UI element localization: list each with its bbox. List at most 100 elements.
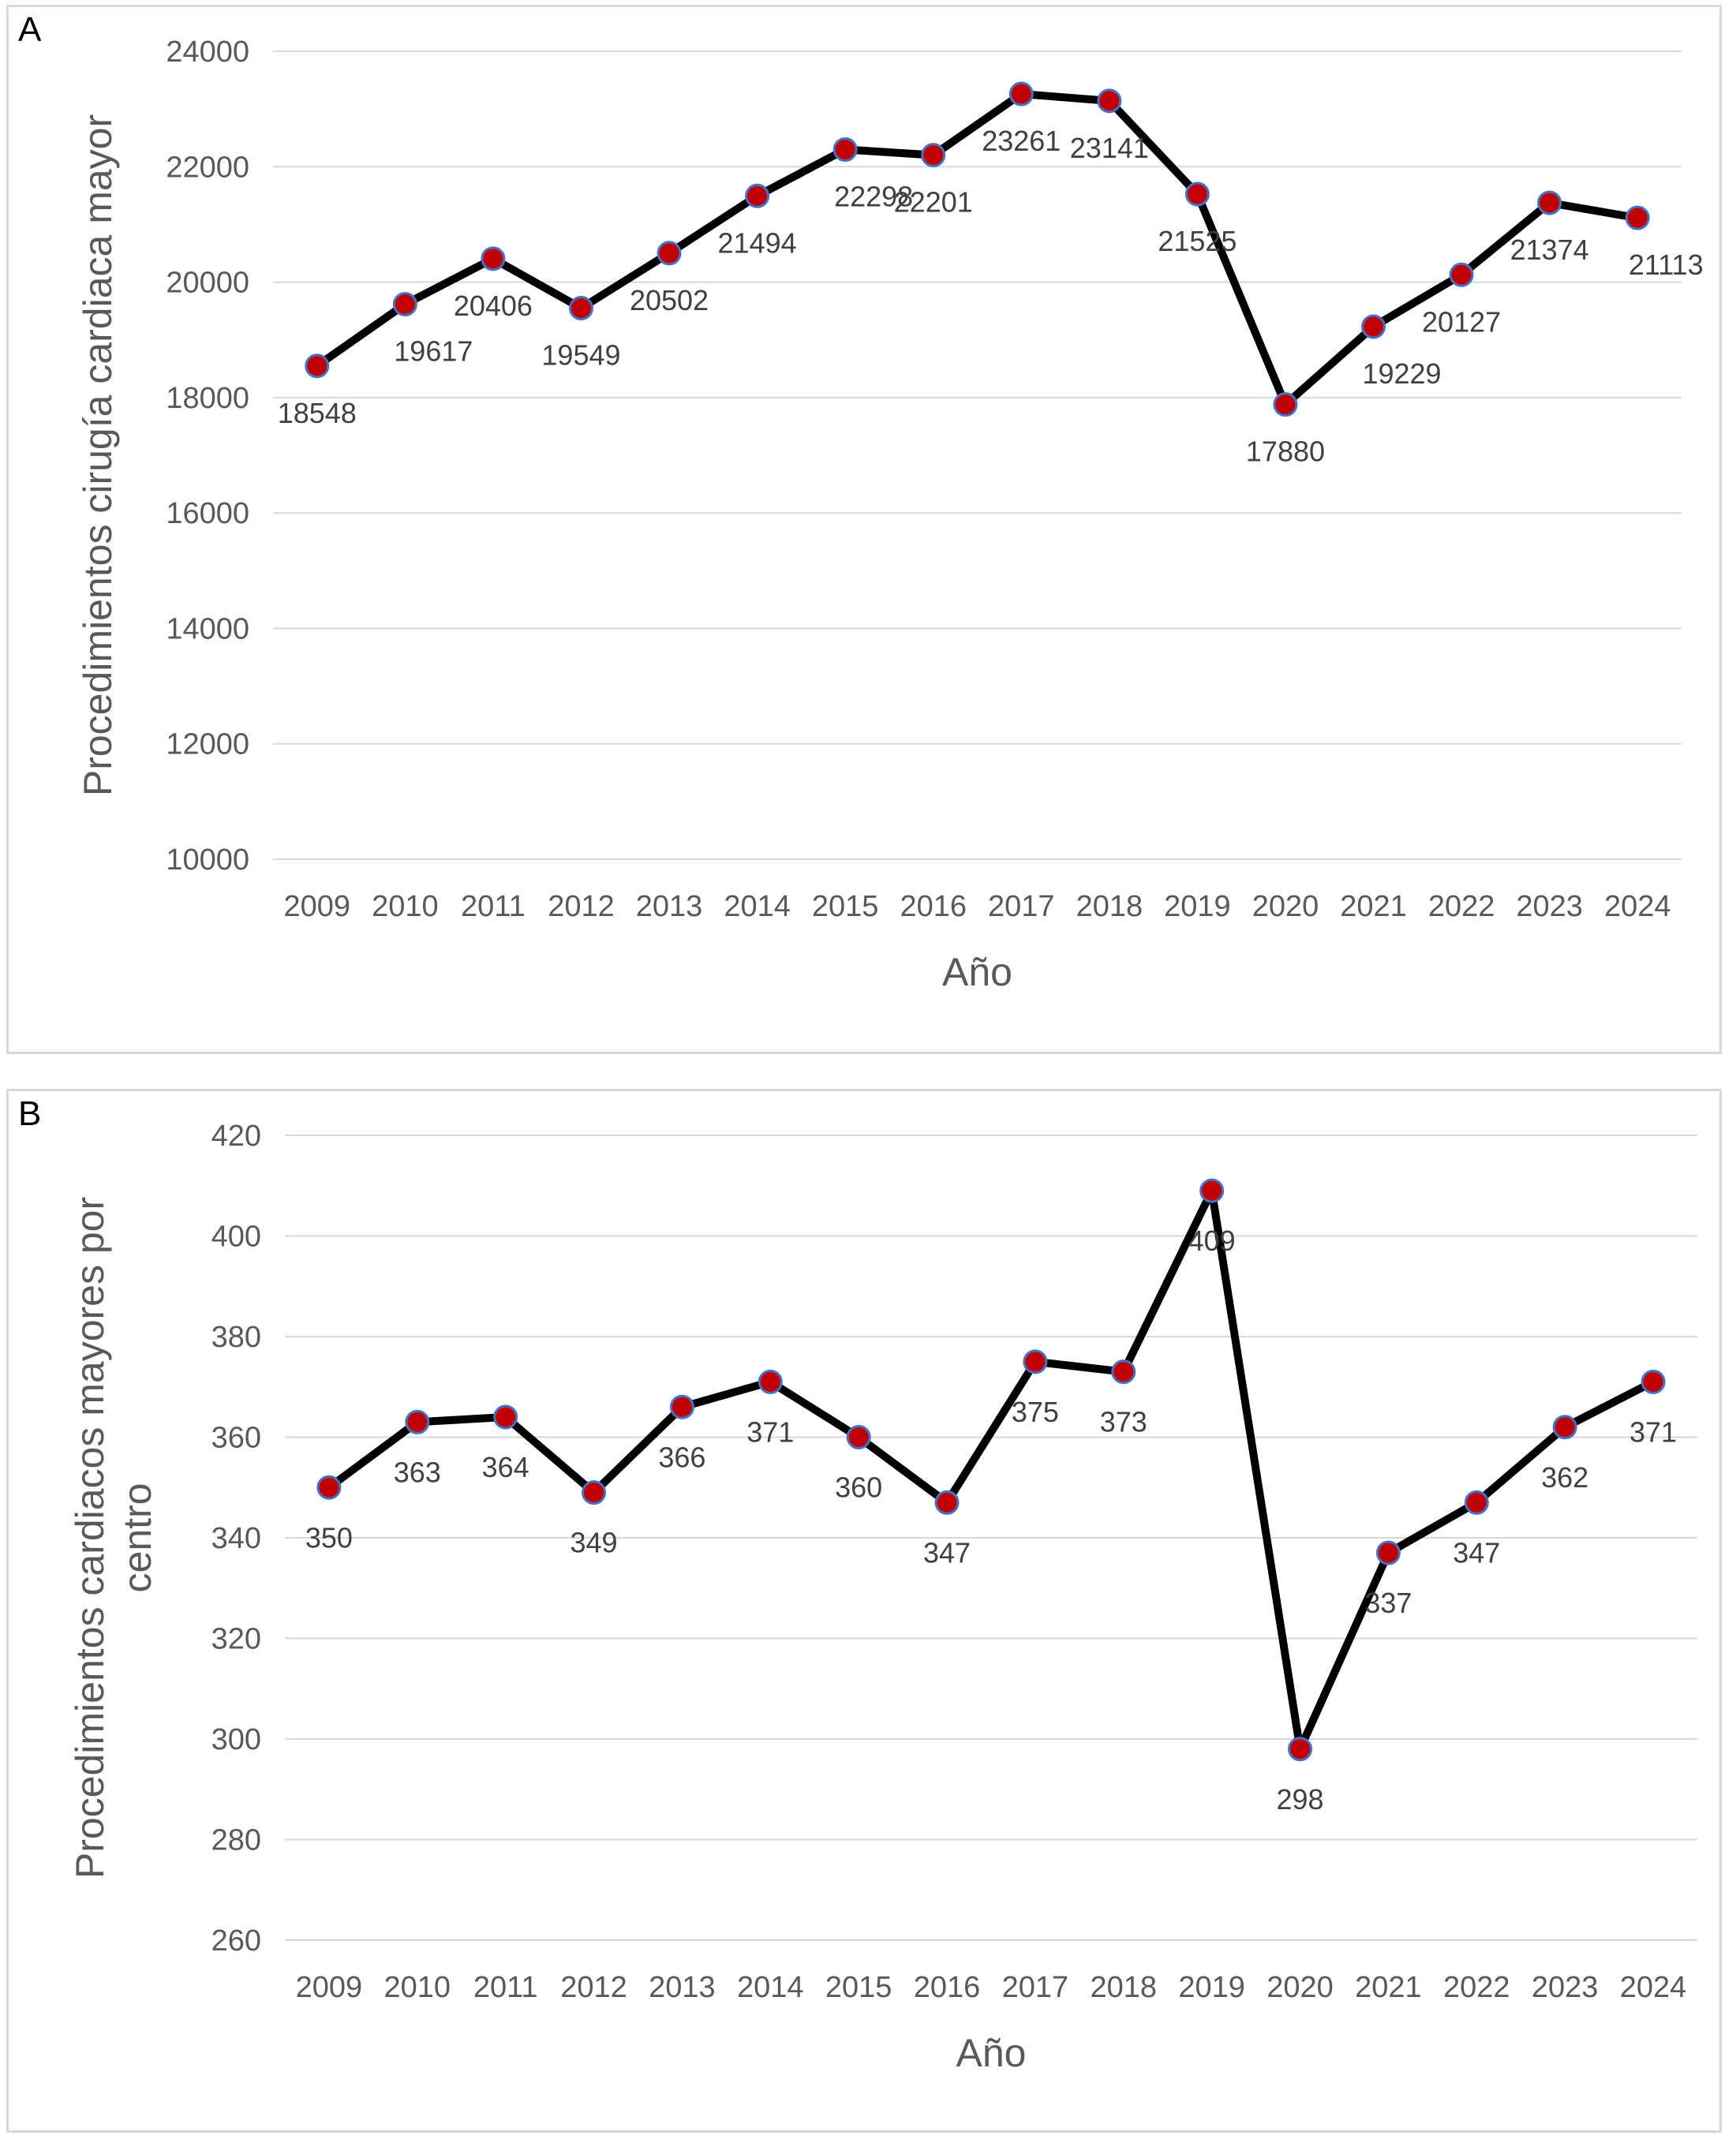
data-point bbox=[1199, 1178, 1225, 1203]
data-label: 371 bbox=[1629, 1415, 1677, 1448]
data-label: 21525 bbox=[1158, 225, 1237, 257]
y-tick-label: 360 bbox=[211, 1422, 261, 1455]
data-point bbox=[568, 296, 593, 321]
data-label: 19617 bbox=[394, 335, 473, 368]
data-point bbox=[758, 1369, 783, 1394]
y-tick-label: 24000 bbox=[166, 36, 249, 69]
chart-panel-b: B 260 280 300 320 340 360 380 400 420 2009 2010 201… bbox=[6, 1089, 1722, 2133]
data-label: 19229 bbox=[1362, 357, 1441, 390]
x-tick-label: 2024 bbox=[1620, 1971, 1687, 2004]
chart-panel-a: A 10000 12000 14000 16000 18000 20000 22000 240… bbox=[6, 5, 1722, 1054]
series-line bbox=[324, 1187, 1658, 1753]
y-tick-label: 16000 bbox=[166, 497, 249, 530]
x-tick-label: 2019 bbox=[1164, 890, 1231, 923]
data-point bbox=[316, 1475, 342, 1500]
data-point bbox=[1361, 314, 1386, 339]
data-point bbox=[1449, 262, 1474, 287]
y-axis-title: Procedimientos cirugía cardiaca mayor bbox=[76, 114, 120, 796]
data-point bbox=[1625, 205, 1650, 230]
y-tick-label: 14000 bbox=[166, 612, 249, 645]
x-tick-label: 2012 bbox=[560, 1971, 627, 2004]
data-label: 337 bbox=[1364, 1587, 1412, 1619]
line-chart-b: 260 280 300 320 340 360 380 400 420 2009 2010 2011 2… bbox=[68, 1120, 1697, 2075]
y-axis-title: centro bbox=[115, 1483, 159, 1593]
y-tick-label: 260 bbox=[211, 1924, 261, 1958]
x-tick-label: 2020 bbox=[1252, 890, 1319, 923]
y-tick-label: 10000 bbox=[166, 843, 249, 877]
data-point bbox=[1375, 1540, 1401, 1565]
data-point bbox=[1023, 1349, 1048, 1374]
x-tick-label: 2009 bbox=[284, 890, 351, 923]
y-tick-label: 18000 bbox=[166, 382, 249, 415]
data-point bbox=[1552, 1415, 1577, 1440]
y-axis-title: Procedimientos cardiacos mayores por bbox=[68, 1197, 112, 1879]
x-tick-label: 2017 bbox=[988, 890, 1055, 923]
y-tick-label: 300 bbox=[211, 1723, 261, 1756]
x-tick-label: 2021 bbox=[1355, 1971, 1422, 2004]
x-tick-label: 2022 bbox=[1428, 890, 1495, 923]
y-tick-label: 22000 bbox=[166, 151, 249, 184]
data-label: 371 bbox=[746, 1415, 794, 1448]
data-label: 17880 bbox=[1246, 436, 1325, 468]
data-point bbox=[934, 1490, 960, 1515]
data-point bbox=[1008, 81, 1034, 107]
x-tick-label: 2016 bbox=[914, 1971, 981, 2004]
y-tick-label: 12000 bbox=[166, 728, 249, 761]
data-point bbox=[305, 353, 330, 379]
x-tick-label: 2011 bbox=[461, 890, 526, 923]
data-label: 22201 bbox=[894, 186, 973, 219]
data-point bbox=[832, 136, 858, 162]
y-tick-label: 280 bbox=[211, 1824, 261, 1857]
x-tick-label: 2023 bbox=[1532, 1971, 1599, 2004]
panel-letter-b: B bbox=[18, 1094, 42, 1133]
x-tick-label: 2017 bbox=[1002, 1971, 1069, 2004]
data-point bbox=[1111, 1359, 1136, 1385]
x-tick-label: 2010 bbox=[372, 890, 439, 923]
x-tick-label: 2012 bbox=[548, 890, 615, 923]
data-point bbox=[1097, 88, 1122, 114]
data-label: 19549 bbox=[541, 339, 620, 372]
data-label: 20406 bbox=[454, 290, 533, 322]
x-tick-label: 2018 bbox=[1091, 1971, 1158, 2004]
y-tick-label: 320 bbox=[211, 1623, 261, 1656]
y-tick-label: 400 bbox=[211, 1221, 261, 1254]
data-point bbox=[481, 246, 506, 271]
x-tick-label: 2013 bbox=[649, 1971, 716, 2004]
x-tick-label: 2011 bbox=[473, 1971, 538, 2004]
y-tick-label: 420 bbox=[211, 1120, 261, 1153]
data-label: 18548 bbox=[278, 397, 357, 429]
data-point bbox=[493, 1404, 518, 1430]
data-label: 347 bbox=[1453, 1536, 1500, 1569]
data-label: 298 bbox=[1277, 1783, 1324, 1816]
data-point bbox=[745, 183, 770, 208]
data-label: 360 bbox=[835, 1471, 882, 1504]
x-tick-label: 2016 bbox=[900, 890, 967, 923]
data-point bbox=[1288, 1737, 1313, 1762]
data-label: 375 bbox=[1012, 1396, 1059, 1428]
series-line bbox=[312, 90, 1642, 409]
data-label: 22298 bbox=[834, 180, 913, 212]
x-tick-label: 2015 bbox=[812, 890, 879, 923]
data-point bbox=[1537, 190, 1562, 215]
data-label: 350 bbox=[305, 1521, 353, 1554]
data-point bbox=[1273, 392, 1298, 417]
data-label: 21494 bbox=[718, 226, 797, 259]
x-tick-label: 2014 bbox=[737, 1971, 804, 2004]
x-tick-label: 2013 bbox=[636, 890, 703, 923]
x-tick-label: 2022 bbox=[1443, 1971, 1510, 2004]
data-label: 21113 bbox=[1629, 249, 1704, 281]
x-tick-label: 2018 bbox=[1076, 890, 1143, 923]
x-tick-label: 2015 bbox=[825, 1971, 892, 2004]
data-point bbox=[1641, 1369, 1666, 1394]
x-tick-label: 2021 bbox=[1340, 890, 1407, 923]
x-axis-title: Año bbox=[942, 950, 1012, 994]
data-label: 347 bbox=[923, 1536, 971, 1569]
x-tick-label: 2019 bbox=[1178, 1971, 1245, 2004]
y-tick-label: 20000 bbox=[166, 267, 249, 300]
data-point bbox=[921, 143, 946, 168]
data-label: 23261 bbox=[982, 125, 1061, 157]
data-label: 362 bbox=[1541, 1461, 1588, 1494]
x-tick-label: 2009 bbox=[296, 1971, 363, 2004]
data-label: 409 bbox=[1188, 1225, 1236, 1257]
data-point bbox=[1184, 181, 1210, 207]
